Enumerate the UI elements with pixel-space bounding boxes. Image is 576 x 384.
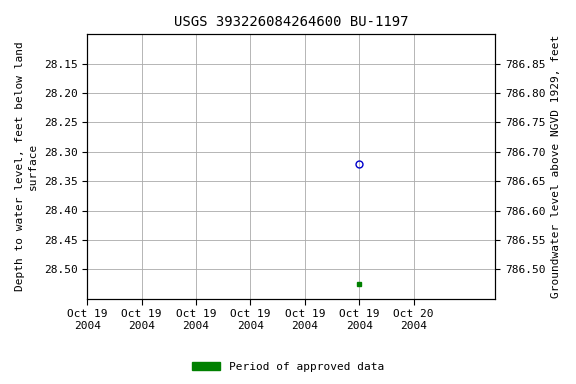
- Legend: Period of approved data: Period of approved data: [188, 358, 388, 377]
- Y-axis label: Groundwater level above NGVD 1929, feet: Groundwater level above NGVD 1929, feet: [551, 35, 561, 298]
- Title: USGS 393226084264600 BU-1197: USGS 393226084264600 BU-1197: [174, 15, 408, 29]
- Y-axis label: Depth to water level, feet below land
surface: Depth to water level, feet below land su…: [15, 41, 38, 291]
